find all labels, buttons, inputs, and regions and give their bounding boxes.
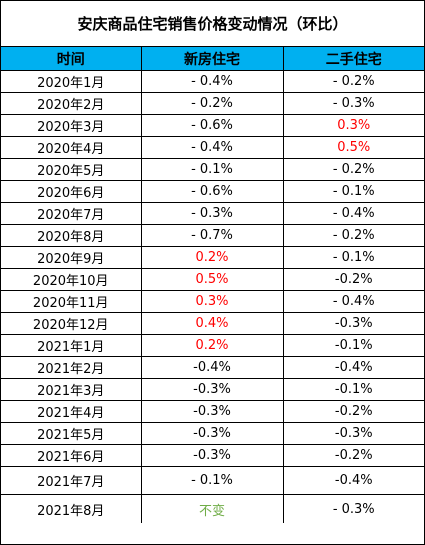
table-row: 2020年4月 - 0.4% 0.5% xyxy=(1,136,424,159)
cell-new-housing: - 0.4% xyxy=(140,70,284,93)
table-row: 2020年3月 - 0.6% 0.3% xyxy=(1,114,424,137)
cell-new-housing: - 0.1% xyxy=(140,158,284,181)
cell-time: 2020年8月 xyxy=(1,224,142,247)
cell-second-hand-housing: - 0.3% xyxy=(282,494,424,523)
table-row: 2021年1月 0.2% -0.1% xyxy=(1,334,424,357)
header-new-housing: 新房住宅 xyxy=(140,47,284,71)
table-row: 2021年5月 -0.3% -0.3% xyxy=(1,422,424,445)
table-row: 2020年6月 - 0.6% - 0.1% xyxy=(1,180,424,203)
table-body: 2020年1月 - 0.4% - 0.2% 2020年2月 - 0.2% - 0.3% 20… xyxy=(1,70,424,523)
cell-new-housing: 0.2% xyxy=(140,334,284,357)
cell-time: 2021年8月 xyxy=(1,494,142,523)
cell-second-hand-housing: - 0.1% xyxy=(282,246,424,269)
cell-second-hand-housing: - 0.3% xyxy=(282,92,424,115)
header-row: 时间 新房住宅 二手住宅 xyxy=(1,47,424,71)
cell-new-housing: - 0.1% xyxy=(140,466,284,495)
cell-second-hand-housing: - 0.2% xyxy=(282,70,424,93)
table-row: 2020年12月 0.4% -0.3% xyxy=(1,312,424,335)
cell-second-hand-housing: - 0.2% xyxy=(282,158,424,181)
table-row: 2021年4月 -0.3% -0.2% xyxy=(1,400,424,423)
cell-new-housing: 0.2% xyxy=(140,246,284,269)
table-row: 2020年10月 0.5% -0.2% xyxy=(1,268,424,291)
cell-time: 2020年5月 xyxy=(1,158,142,181)
header-second-hand-housing: 二手住宅 xyxy=(282,47,424,71)
cell-second-hand-housing: -0.4% xyxy=(282,466,424,495)
table-row: 2021年8月 不变 - 0.3% xyxy=(1,494,424,523)
cell-time: 2021年6月 xyxy=(1,444,142,467)
table-row: 2021年7月 - 0.1% -0.4% xyxy=(1,466,424,495)
cell-second-hand-housing: -0.1% xyxy=(282,378,424,401)
cell-new-housing: - 0.7% xyxy=(140,224,284,247)
cell-time: 2020年6月 xyxy=(1,180,142,203)
table-row: 2021年3月 -0.3% -0.1% xyxy=(1,378,424,401)
cell-time: 2021年2月 xyxy=(1,356,142,379)
cell-time: 2020年11月 xyxy=(1,290,142,313)
cell-time: 2020年2月 xyxy=(1,92,142,115)
table-row: 2020年9月 0.2% - 0.1% xyxy=(1,246,424,269)
cell-time: 2021年3月 xyxy=(1,378,142,401)
cell-new-housing: 0.3% xyxy=(140,290,284,313)
cell-second-hand-housing: -0.2% xyxy=(282,444,424,467)
cell-second-hand-housing: - 0.1% xyxy=(282,180,424,203)
cell-time: 2021年4月 xyxy=(1,400,142,423)
cell-new-housing: -0.4% xyxy=(140,356,284,379)
cell-time: 2020年4月 xyxy=(1,136,142,159)
header-time: 时间 xyxy=(1,47,142,71)
cell-second-hand-housing: -0.2% xyxy=(282,268,424,291)
cell-new-housing: 0.5% xyxy=(140,268,284,291)
table-row: 2020年2月 - 0.2% - 0.3% xyxy=(1,92,424,115)
cell-time: 2020年10月 xyxy=(1,268,142,291)
cell-time: 2020年1月 xyxy=(1,70,142,93)
cell-second-hand-housing: - 0.4% xyxy=(282,290,424,313)
cell-new-housing: -0.3% xyxy=(140,400,284,423)
cell-second-hand-housing: 0.3% xyxy=(282,114,424,137)
table-row: 2021年2月 -0.4% -0.4% xyxy=(1,356,424,379)
cell-new-housing: - 0.3% xyxy=(140,202,284,225)
cell-second-hand-housing: - 0.4% xyxy=(282,202,424,225)
cell-new-housing: -0.3% xyxy=(140,444,284,467)
cell-time: 2020年3月 xyxy=(1,114,142,137)
cell-new-housing: - 0.6% xyxy=(140,114,284,137)
cell-new-housing: -0.3% xyxy=(140,422,284,445)
cell-new-housing: 不变 xyxy=(140,494,284,523)
cell-new-housing: - 0.6% xyxy=(140,180,284,203)
table-row: 2020年1月 - 0.4% - 0.2% xyxy=(1,70,424,93)
cell-second-hand-housing: -0.4% xyxy=(282,356,424,379)
cell-time: 2021年5月 xyxy=(1,422,142,445)
table-row: 2020年7月 - 0.3% - 0.4% xyxy=(1,202,424,225)
cell-new-housing: - 0.2% xyxy=(140,92,284,115)
table-row: 2020年5月 - 0.1% - 0.2% xyxy=(1,158,424,181)
cell-new-housing: 0.4% xyxy=(140,312,284,335)
cell-new-housing: -0.3% xyxy=(140,378,284,401)
table-row: 2020年8月 - 0.7% - 0.2% xyxy=(1,224,424,247)
cell-second-hand-housing: -0.2% xyxy=(282,400,424,423)
cell-time: 2020年12月 xyxy=(1,312,142,335)
cell-time: 2021年7月 xyxy=(1,466,142,495)
table-title: 安庆商品住宅销售价格变动情况（环比） xyxy=(1,1,424,47)
price-change-table: 时间 新房住宅 二手住宅 2020年1月 - 0.4% - 0.2% 2020年2月 -… xyxy=(1,47,424,523)
table-row: 2021年6月 -0.3% -0.2% xyxy=(1,444,424,467)
cell-new-housing: - 0.4% xyxy=(140,136,284,159)
table-row: 2020年11月 0.3% - 0.4% xyxy=(1,290,424,313)
cell-second-hand-housing: -0.3% xyxy=(282,422,424,445)
cell-second-hand-housing: - 0.2% xyxy=(282,224,424,247)
cell-time: 2021年1月 xyxy=(1,334,142,357)
cell-second-hand-housing: -0.3% xyxy=(282,312,424,335)
cell-second-hand-housing: 0.5% xyxy=(282,136,424,159)
cell-time: 2020年9月 xyxy=(1,246,142,269)
cell-time: 2020年7月 xyxy=(1,202,142,225)
cell-second-hand-housing: -0.1% xyxy=(282,334,424,357)
